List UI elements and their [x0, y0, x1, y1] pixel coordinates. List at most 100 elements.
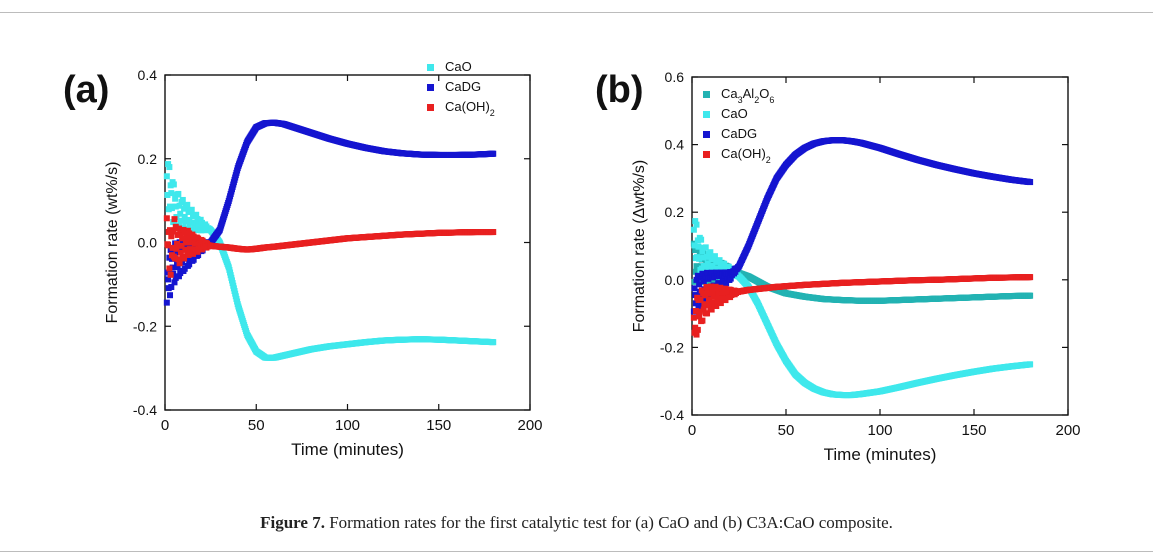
data-point [693, 331, 700, 338]
data-point [173, 249, 180, 256]
data-point [193, 226, 200, 233]
data-point [188, 206, 195, 213]
x-tick-label: 0 [161, 417, 169, 434]
figure-caption: Figure 7. Formation rates for the first … [0, 513, 1153, 533]
data-point [711, 289, 718, 296]
data-point [190, 233, 197, 240]
data-point [171, 279, 178, 286]
chart-panel-b: (b) 0 50 100 150 200 -0.4 -0.2 0.0 0.2 0.4 0.6 Time … [585, 52, 1120, 492]
data-point [167, 271, 174, 278]
data-point [166, 164, 173, 171]
data-point [168, 205, 175, 212]
data-point [169, 244, 176, 251]
data-point [181, 229, 188, 236]
data-point [706, 290, 713, 297]
data-point [694, 326, 701, 333]
data-point [716, 257, 723, 264]
data-point [175, 256, 182, 263]
data-point [177, 230, 184, 237]
legend-marker [703, 111, 710, 118]
data-point [175, 273, 182, 280]
data-point [698, 236, 705, 243]
legend-label: CaDG [445, 79, 481, 94]
data-point [696, 255, 703, 262]
series-CaDG [163, 119, 497, 306]
data-point [165, 276, 172, 283]
data-point [690, 226, 697, 233]
data-point [698, 274, 705, 281]
data-point [699, 317, 706, 324]
data-point [167, 182, 174, 189]
data-point [692, 300, 699, 307]
data-point [696, 281, 703, 288]
data-point [700, 263, 707, 270]
x-tick-label: 200 [517, 417, 542, 434]
chart-panel-a: (a) 0 50 100 150 200 -0.4 -0.2 0.0 0.2 0.4 Time (mi… [55, 52, 575, 492]
x-tick-label: 150 [961, 422, 986, 439]
data-point [170, 181, 177, 188]
data-point [693, 221, 700, 228]
data-point [174, 264, 181, 271]
legend-marker [427, 104, 434, 111]
legend-marker [427, 84, 434, 91]
data-point [1027, 361, 1034, 368]
figure-frame [0, 12, 1153, 552]
data-point [721, 260, 728, 267]
data-point [690, 314, 697, 321]
data-point [710, 293, 717, 300]
data-point [722, 297, 729, 304]
data-point [704, 260, 711, 267]
series-Ca(OH)2 [163, 215, 497, 278]
y-tick-label: 0.0 [138, 235, 158, 251]
data-point [172, 203, 179, 210]
data-point [707, 249, 714, 256]
data-point [184, 201, 191, 208]
data-point [168, 190, 175, 197]
data-point [166, 265, 173, 272]
series-CaO [690, 218, 1034, 399]
data-point [720, 289, 727, 296]
data-point [172, 195, 179, 202]
data-point [717, 300, 724, 307]
y-tick-label: 0.0 [665, 272, 685, 288]
data-point [177, 210, 184, 217]
data-point [163, 299, 170, 306]
y-tick-label: 0.4 [138, 67, 158, 83]
data-point [696, 308, 703, 315]
x-tick-label: 200 [1055, 422, 1080, 439]
data-point [692, 307, 699, 314]
y-axis-label: Formation rate (wt%/s) [104, 162, 121, 324]
data-point [176, 202, 183, 209]
data-point [692, 247, 699, 254]
data-point [706, 296, 713, 303]
legend-label: CaDG [721, 126, 757, 141]
chart-a-svg: (a) 0 50 100 150 200 -0.4 -0.2 0.0 0.2 0.4 Time (mi… [63, 59, 543, 459]
data-point [692, 268, 699, 275]
x-tick-label: 150 [426, 417, 451, 434]
data-point [167, 292, 174, 299]
data-point [182, 239, 189, 246]
data-point [179, 196, 186, 203]
legend-marker [703, 151, 710, 158]
data-point [1027, 274, 1034, 281]
data-point [189, 226, 196, 233]
data-point [723, 286, 730, 293]
data-point [177, 217, 184, 224]
data-point [709, 262, 716, 269]
legend-marker [703, 91, 710, 98]
data-point [727, 275, 734, 282]
data-point [163, 215, 170, 222]
data-point [709, 285, 716, 292]
data-point [711, 253, 718, 260]
data-point [692, 218, 699, 225]
legend-label: Ca(OH)2 [721, 146, 771, 165]
data-point [708, 306, 715, 313]
y-tick-label: 0.4 [665, 137, 685, 153]
data-point [718, 285, 725, 292]
data-point [192, 239, 199, 246]
data-point [190, 250, 197, 257]
x-tick-label: 100 [335, 417, 360, 434]
data-point [694, 272, 701, 279]
data-point [164, 269, 171, 276]
data-point [181, 265, 188, 272]
